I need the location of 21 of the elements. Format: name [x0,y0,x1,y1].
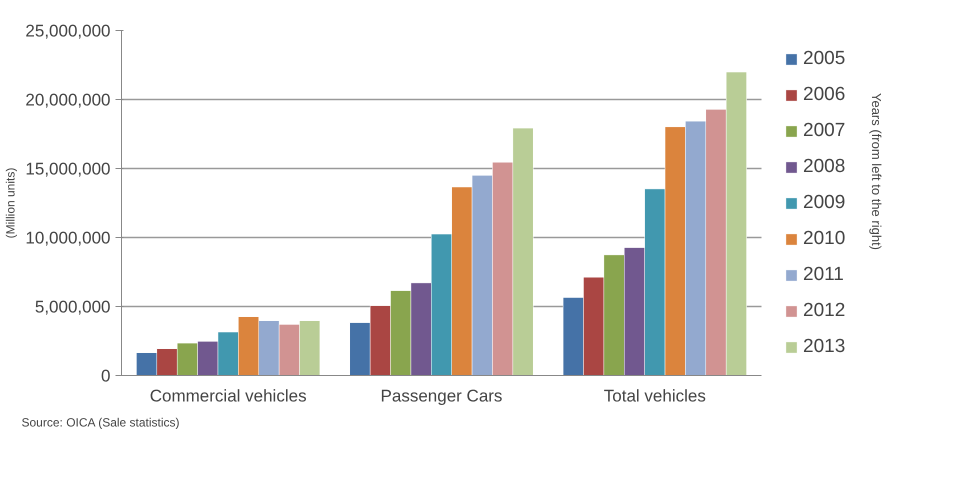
legend-label: 2012 [803,300,846,322]
x-tick-label: Total vehicles [604,386,706,406]
legend-label: 2005 [803,48,846,70]
legend-label: 2010 [803,228,846,250]
y-tick-label: 15,000,000 [25,160,111,178]
legend-label: 2006 [803,84,846,106]
legend-label: 2008 [803,156,846,178]
legend-label: 2011 [803,264,844,286]
x-tick-label: Passenger Cars [380,386,502,406]
source-note: Source: OICA (Sale statistics) [22,416,180,430]
y-tick-label: 10,000,000 [25,228,111,248]
x-tick-label: Commercial vehicles [150,386,307,406]
legend-label: 2009 [803,192,846,214]
legend-label: 2007 [803,120,846,142]
legend-title: Years (from left to the right) [869,92,884,250]
y-tick-label: 20,000,000 [25,90,111,110]
legend-label: 2013 [803,336,846,358]
y-tick-label: 25,000,000 [25,22,111,40]
y-tick-label: 5,000,000 [34,298,111,316]
y-tick-label: 0 [101,366,111,386]
y-axis-title: (Million units) [3,168,18,238]
